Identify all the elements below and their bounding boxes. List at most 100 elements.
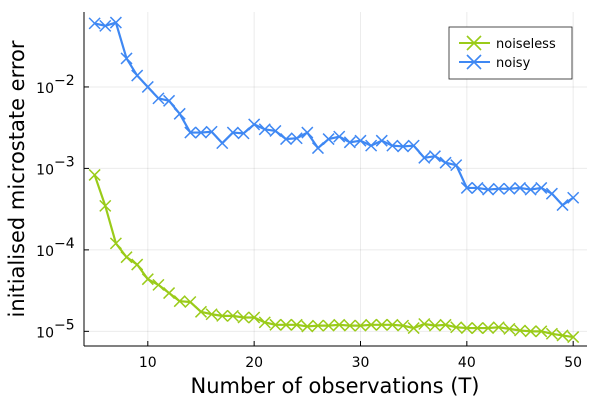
point-noiseless — [503, 322, 516, 335]
point-noisy — [152, 92, 165, 105]
point-noiseless — [109, 237, 122, 250]
y-tick-label: 10 — [36, 244, 54, 260]
y-tick-exponent: −5 — [54, 317, 75, 333]
point-noisy — [545, 187, 558, 200]
point-noiseless — [322, 319, 335, 332]
point-noiseless — [524, 325, 537, 338]
x-axis-title: Number of observations (T) — [191, 374, 480, 398]
point-noiseless — [450, 321, 463, 334]
x-tick-label: 50 — [564, 355, 582, 371]
point-noiseless — [173, 295, 186, 308]
x-tick-label: 10 — [139, 355, 157, 371]
point-noiseless — [269, 318, 282, 331]
y-tick-label: 10 — [36, 162, 54, 178]
point-noiseless — [567, 331, 580, 344]
legend-entry-noisy: noisy — [459, 54, 531, 71]
point-noiseless — [131, 258, 144, 271]
point-noisy — [173, 107, 186, 120]
point-noisy — [450, 159, 463, 172]
point-noisy — [216, 137, 229, 150]
point-noiseless — [439, 318, 452, 331]
point-noiseless — [216, 309, 229, 322]
y-tick-exponent: −2 — [54, 73, 75, 89]
point-noiseless — [535, 325, 548, 338]
point-noiseless — [556, 329, 569, 342]
point-noisy — [290, 132, 303, 145]
point-noiseless — [99, 199, 112, 212]
point-noisy — [503, 182, 516, 195]
legend-marker-noiseless — [466, 35, 482, 51]
point-noiseless — [258, 316, 271, 329]
point-noiseless — [194, 305, 208, 318]
point-noisy — [407, 139, 420, 152]
point-noiseless — [184, 295, 197, 309]
point-noiseless — [428, 319, 441, 332]
point-noisy — [248, 118, 261, 131]
point-noiseless — [386, 318, 399, 331]
point-noisy — [556, 199, 569, 212]
point-noisy — [343, 136, 356, 149]
legend-label-noiseless: noiseless — [496, 37, 556, 52]
line-noisy — [94, 21, 574, 207]
legend-entry-noiseless: noiseless — [459, 35, 556, 52]
point-noisy — [237, 127, 250, 140]
y-tick-label: 10 — [36, 325, 54, 341]
point-noisy — [163, 94, 176, 107]
point-noiseless — [301, 320, 314, 333]
y-tick-exponent: −4 — [54, 236, 75, 252]
series-noisy — [88, 16, 580, 212]
point-noisy — [269, 124, 282, 137]
point-noisy — [513, 181, 527, 194]
point-noiseless — [354, 319, 367, 332]
x-tick-label: 40 — [458, 355, 476, 371]
point-noisy — [396, 140, 410, 153]
point-noiseless — [141, 273, 154, 286]
point-noiseless — [205, 308, 218, 321]
point-noisy — [354, 134, 367, 147]
axes — [83, 12, 587, 347]
point-noisy — [375, 134, 388, 147]
point-noiseless — [375, 318, 388, 331]
legend-label-noisy: noisy — [496, 56, 531, 71]
point-noisy — [109, 16, 122, 29]
point-noiseless — [163, 287, 176, 300]
point-noisy — [333, 130, 346, 143]
point-noiseless — [407, 322, 420, 335]
legend: noiseless noisy — [448, 26, 573, 80]
point-noisy — [439, 156, 452, 169]
point-noiseless — [460, 322, 473, 335]
y-axis-title: initialised microstate error — [5, 40, 29, 317]
point-noiseless — [492, 321, 505, 334]
point-noiseless — [396, 319, 410, 332]
point-noisy — [460, 181, 473, 194]
point-noiseless — [343, 319, 356, 332]
series-noiseless — [88, 168, 580, 344]
point-noiseless — [290, 318, 303, 331]
point-noiseless — [333, 318, 346, 331]
point-noiseless — [120, 251, 133, 264]
point-noisy — [311, 142, 324, 155]
point-noisy — [524, 183, 537, 196]
point-noiseless — [152, 278, 165, 291]
point-noisy — [184, 126, 197, 139]
point-noisy — [365, 139, 378, 152]
point-noisy — [120, 52, 133, 65]
point-noiseless — [280, 318, 293, 331]
point-noiseless — [311, 319, 324, 332]
point-noiseless — [471, 322, 484, 335]
point-noisy — [322, 133, 335, 146]
series-layer — [88, 16, 580, 344]
point-noisy — [194, 126, 208, 139]
point-noisy — [226, 126, 239, 139]
point-noisy — [258, 123, 271, 136]
point-noiseless — [248, 311, 261, 324]
point-noisy — [428, 150, 441, 163]
legend-box — [448, 26, 573, 80]
point-noiseless — [365, 318, 378, 331]
point-noiseless — [513, 324, 527, 337]
point-noisy — [301, 126, 314, 139]
legend-marker-noisy — [466, 54, 482, 70]
point-noiseless — [237, 311, 250, 324]
